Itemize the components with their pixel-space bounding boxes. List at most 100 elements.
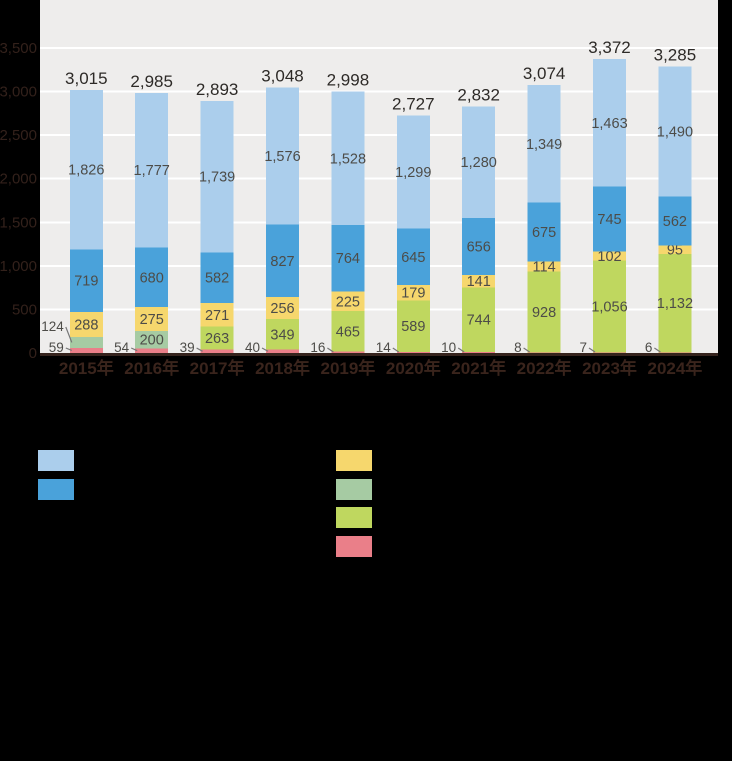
segment-light_blue: [462, 106, 496, 218]
segment-blue: [200, 252, 234, 304]
segment-value-label: 465: [336, 324, 360, 340]
segment-value-label: 1,777: [134, 163, 170, 179]
segment-light_blue: [396, 115, 430, 229]
callout-line: [261, 347, 269, 352]
segment-blue: [462, 217, 496, 276]
callout-value-label: 54: [114, 340, 130, 355]
segment-red: [527, 352, 561, 353]
callout-line: [392, 347, 400, 353]
stacked-bar-chart: 0 500 1,000 1,500 2,000 2,500 3,000 3,500 288 719…: [0, 0, 718, 378]
segment-red: [266, 349, 299, 353]
callout-value-label: 6: [645, 340, 653, 355]
segment-value-label: 141: [467, 274, 491, 290]
bar-2024: 1,132 95 562 1,490 6 3,285 2024年: [645, 46, 702, 378]
segment-value-label: 114: [533, 259, 556, 275]
segment-value-label: 1,299: [395, 165, 431, 181]
segment-value-label: 745: [597, 212, 621, 228]
callout-value-label: 40: [245, 340, 260, 355]
legend-swatch-red: [336, 535, 372, 557]
legend-swatch-lime-green: [336, 507, 372, 529]
bar-2016: 200 275 680 1,777 54 2,985 2016年: [114, 72, 179, 378]
segment-light_blue: [593, 59, 626, 187]
segment-light_blue: [135, 92, 169, 248]
x-axis-year-label: 2019年: [320, 358, 375, 378]
segment-blue: [396, 228, 430, 285]
segment-value-label: 562: [663, 214, 687, 230]
segment-blue: [527, 202, 561, 262]
segment-value-label: 928: [532, 305, 556, 321]
segment-yellow: [527, 261, 561, 272]
segment-red: [462, 352, 496, 353]
x-axis-year-label: 2024年: [647, 358, 702, 378]
segment-value-label: 1,056: [591, 299, 627, 315]
y-tick-label: 3,000: [0, 84, 37, 101]
segment-value-label: 645: [401, 250, 425, 266]
segment-yellow: [266, 296, 299, 320]
callout-line: [65, 347, 73, 351]
segment-yellow: [135, 306, 169, 331]
y-tick-label: 2,500: [0, 127, 37, 144]
y-tick-label: 2,000: [0, 171, 37, 188]
callout-value-label: 10: [441, 340, 456, 355]
bar-total-label: 2,998: [327, 71, 370, 90]
segment-light_blue: [69, 90, 103, 250]
segment-blue: [593, 186, 626, 252]
bar-total-label: 2,832: [457, 85, 500, 104]
segment-lime_green: [396, 300, 430, 352]
callout-line: [523, 347, 530, 353]
bars: 288 719 1,826 59 124 3,015 2015年 200 275 680 1,777…: [41, 38, 702, 378]
segment-sage_green: [69, 337, 103, 348]
x-axis-year-label: 2022年: [517, 358, 572, 378]
segment-value-label: 95: [667, 243, 683, 259]
segment-value-label: 263: [205, 331, 229, 347]
y-tick-label: 1,500: [0, 214, 37, 231]
segment-value-label: 256: [270, 301, 294, 317]
bar-total-label: 3,015: [65, 69, 108, 88]
segment-value-label: 764: [336, 251, 360, 267]
y-tick-label: 500: [12, 301, 37, 318]
y-tick-label: 3,500: [0, 40, 37, 57]
x-axis-year-label: 2021年: [451, 358, 506, 378]
segment-value-label: 1,576: [264, 149, 300, 165]
bar-total-label: 2,727: [392, 94, 435, 113]
segment-red: [331, 351, 365, 353]
callout-value-label: 59: [49, 340, 64, 355]
bar-2015: 288 719 1,826 59 124 3,015 2015年: [41, 69, 113, 378]
segment-value-label: 680: [140, 270, 164, 286]
segment-red: [135, 348, 169, 353]
segment-value-label: 200: [140, 333, 164, 349]
legend-swatch-blue: [38, 478, 74, 500]
segment-lime_green: [658, 253, 692, 353]
segment-red: [396, 351, 430, 353]
y-axis-tick-labels: 0 500 1,000 1,500 2,000 2,500 3,000 3,500: [0, 40, 37, 362]
segment-yellow: [69, 311, 103, 338]
bar-total-label: 2,985: [130, 72, 173, 91]
segment-value-label: 225: [336, 294, 360, 310]
segment-red: [200, 349, 234, 353]
bar-total-label: 3,372: [588, 38, 631, 57]
bar-2021: 744 141 656 1,280 10 2,832 2021年: [441, 85, 506, 378]
segment-light_blue: [527, 85, 561, 203]
callout-value-label: 7: [579, 340, 587, 355]
callout-value-label: 16: [310, 340, 325, 355]
segment-value-label: 1,826: [68, 163, 104, 179]
segment-value-label: 744: [467, 313, 491, 329]
callout-line: [65, 326, 73, 343]
bar-2022: 928 114 675 1,349 8 3,074 2022年: [514, 64, 571, 378]
segment-blue: [135, 247, 169, 307]
segment-value-label: 1,528: [330, 151, 366, 167]
segment-light_blue: [331, 91, 365, 225]
segment-value-label: 589: [401, 319, 425, 335]
segment-value-label: 719: [74, 274, 98, 290]
legend-swatch-yellow: [336, 450, 372, 471]
segment-value-label: 582: [205, 271, 229, 287]
segment-blue: [658, 196, 692, 246]
x-axis-year-label: 2018年: [255, 358, 310, 378]
segment-yellow: [200, 303, 234, 327]
callout-line: [588, 347, 596, 353]
segment-lime_green: [331, 311, 365, 352]
x-axis-year-label: 2016年: [124, 358, 179, 378]
segment-value-label: 675: [532, 225, 556, 241]
segment-lime_green: [593, 260, 626, 353]
segment-yellow: [658, 245, 692, 254]
